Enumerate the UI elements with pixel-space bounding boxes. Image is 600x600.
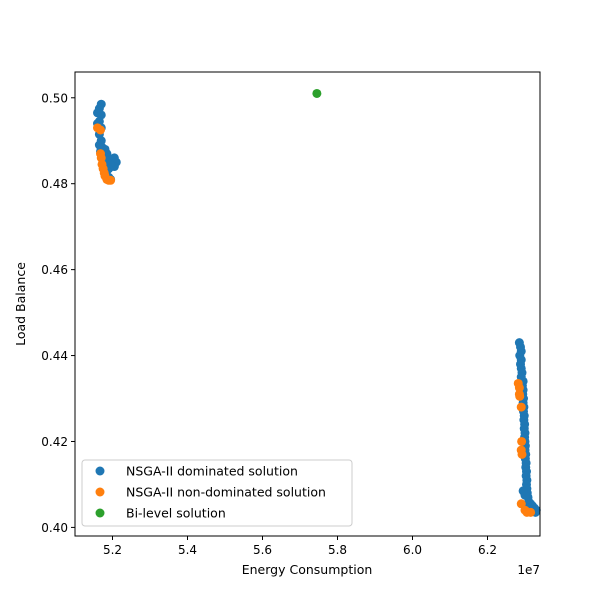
data-point [94,140,104,150]
data-point [312,88,322,98]
data-point [96,125,105,135]
y-tick-label: 0.44 [41,349,68,363]
legend-marker [95,487,105,497]
data-point [516,402,526,412]
x-axis-ticks: 5.2 5.4 5.6 5.8 6.0 6.2 [103,536,497,557]
x-axis-offset-label: 1e7 [517,563,540,577]
legend-marker [95,508,105,518]
series-1 [93,123,536,517]
x-axis-label: Energy Consumption [242,562,373,577]
x-tick-label: 5.6 [253,543,272,557]
x-tick-label: 5.4 [178,543,197,557]
legend-label: NSGA-II dominated solution [126,464,298,479]
x-tick-label: 6.2 [478,543,497,557]
data-point [517,436,527,446]
data-point [96,99,106,109]
y-tick-label: 0.42 [41,435,68,449]
data-point [515,391,525,401]
data-point [517,449,527,459]
data-point [514,383,524,393]
x-tick-label: 5.2 [103,543,122,557]
y-tick-label: 0.46 [41,263,68,277]
data-point [526,507,536,517]
data-point [106,175,116,185]
legend: NSGA-II dominated solution NSGA-II non-do… [81,459,353,527]
series-2 [312,88,322,98]
plot-frame [74,71,541,537]
x-tick-label: 6.0 [403,543,422,557]
y-tick-label: 0.48 [41,177,68,191]
legend-marker [95,466,105,476]
y-tick-label: 0.50 [41,91,68,105]
points-layer [93,88,541,517]
legend-frame [81,459,353,527]
y-axis-label: Load Balance [13,262,28,346]
legend-label: NSGA-II non-dominated solution [126,485,326,500]
y-tick-label: 0.40 [41,521,68,535]
x-tick-label: 5.8 [328,543,347,557]
y-axis-ticks: 0.40 0.42 0.44 0.46 0.48 0.50 [41,91,75,535]
data-point [518,486,528,496]
legend-label: Bi-level solution [126,506,226,521]
